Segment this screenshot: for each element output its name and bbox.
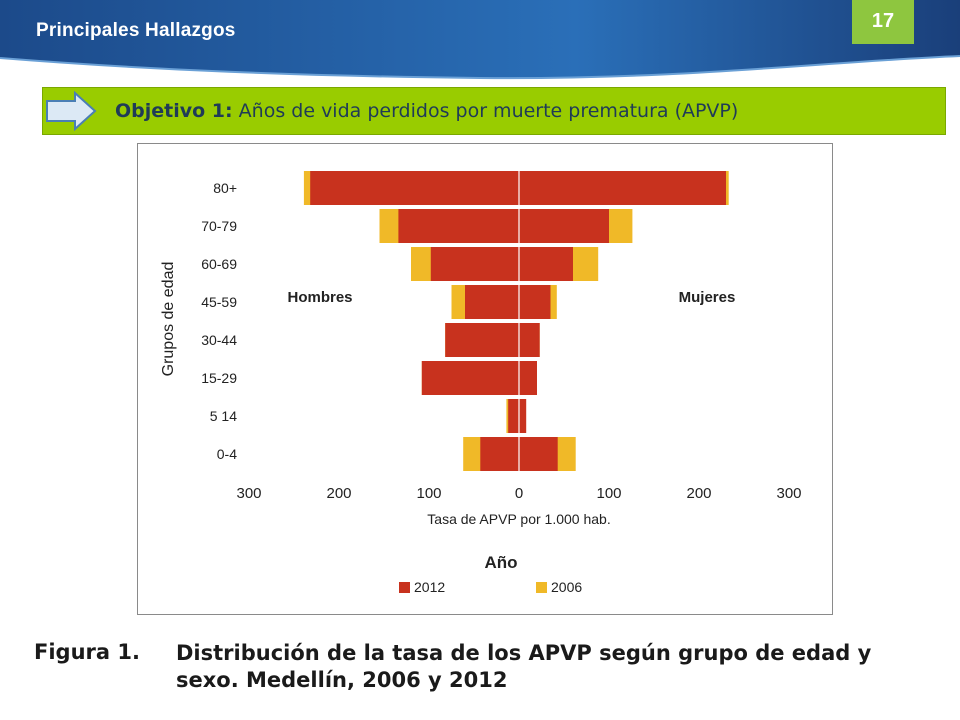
category-label: 60-69 — [201, 256, 237, 272]
x-tick-label: 100 — [416, 485, 441, 502]
bar-2012-hombres — [508, 399, 519, 433]
bar-2012-mujeres — [519, 285, 551, 319]
y-axis-label: Grupos de edad — [160, 262, 177, 377]
figure-caption: Distribución de la tasa de los APVP segú… — [176, 641, 872, 692]
figure-label: Figura 1. — [34, 640, 140, 664]
header-band — [0, 0, 960, 80]
bar-2012-hombres — [310, 171, 519, 205]
x-tick-label: 200 — [326, 485, 351, 502]
objective-description: Años de vida perdidos por muerte prematu… — [238, 100, 739, 122]
x-tick-label: 300 — [236, 485, 261, 502]
bar-2012-hombres — [445, 323, 519, 357]
x-tick-label: 0 — [515, 485, 523, 502]
objective-label: Objetivo 1: — [115, 100, 233, 122]
category-label: 5 14 — [210, 408, 237, 424]
bar-2012-mujeres — [519, 399, 527, 433]
side-label-hombres: Hombres — [287, 289, 352, 306]
bar-2012-hombres — [430, 247, 519, 281]
page-number: 17 — [852, 0, 914, 44]
bar-2012-hombres — [421, 361, 519, 395]
legend-swatch-2012 — [399, 582, 410, 593]
bar-2012-mujeres — [519, 171, 726, 205]
bar-2012-mujeres — [519, 209, 609, 243]
category-label: 0-4 — [217, 446, 237, 462]
objective-text: Objetivo 1: Años de vida perdidos por mu… — [115, 100, 738, 122]
bar-2012-hombres — [398, 209, 519, 243]
x-tick-label: 100 — [596, 485, 621, 502]
side-label-mujeres: Mujeres — [679, 289, 736, 306]
apvp-pyramid-chart: 80+ 70-79 60-69 45-59 30-44 15-29 5 14 0-4 300 20… — [160, 167, 802, 595]
legend-swatch-2006 — [536, 582, 547, 593]
legend-title: Año — [484, 553, 517, 572]
bar-2012-mujeres — [519, 247, 573, 281]
x-axis-label: Tasa de APVP por 1.000 hab. — [427, 511, 610, 527]
arrow-right-icon — [46, 91, 97, 131]
bar-2012-mujeres — [519, 437, 558, 471]
category-label: 80+ — [213, 180, 237, 196]
bar-2012-mujeres — [519, 361, 537, 395]
x-tick-label: 200 — [686, 485, 711, 502]
category-label: 15-29 — [201, 370, 237, 386]
bar-2012-hombres — [465, 285, 519, 319]
objective-bar: Objetivo 1: Años de vida perdidos por mu… — [42, 87, 946, 135]
legend-label-2012: 2012 — [414, 579, 445, 595]
category-label: 70-79 — [201, 218, 237, 234]
x-tick-label: 300 — [776, 485, 801, 502]
section-title: Principales Hallazgos — [36, 20, 236, 41]
category-label: 30-44 — [201, 332, 237, 348]
category-label: 45-59 — [201, 294, 237, 310]
bar-2012-hombres — [480, 437, 519, 471]
legend-label-2006: 2006 — [551, 579, 582, 595]
bar-2012-mujeres — [519, 323, 540, 357]
